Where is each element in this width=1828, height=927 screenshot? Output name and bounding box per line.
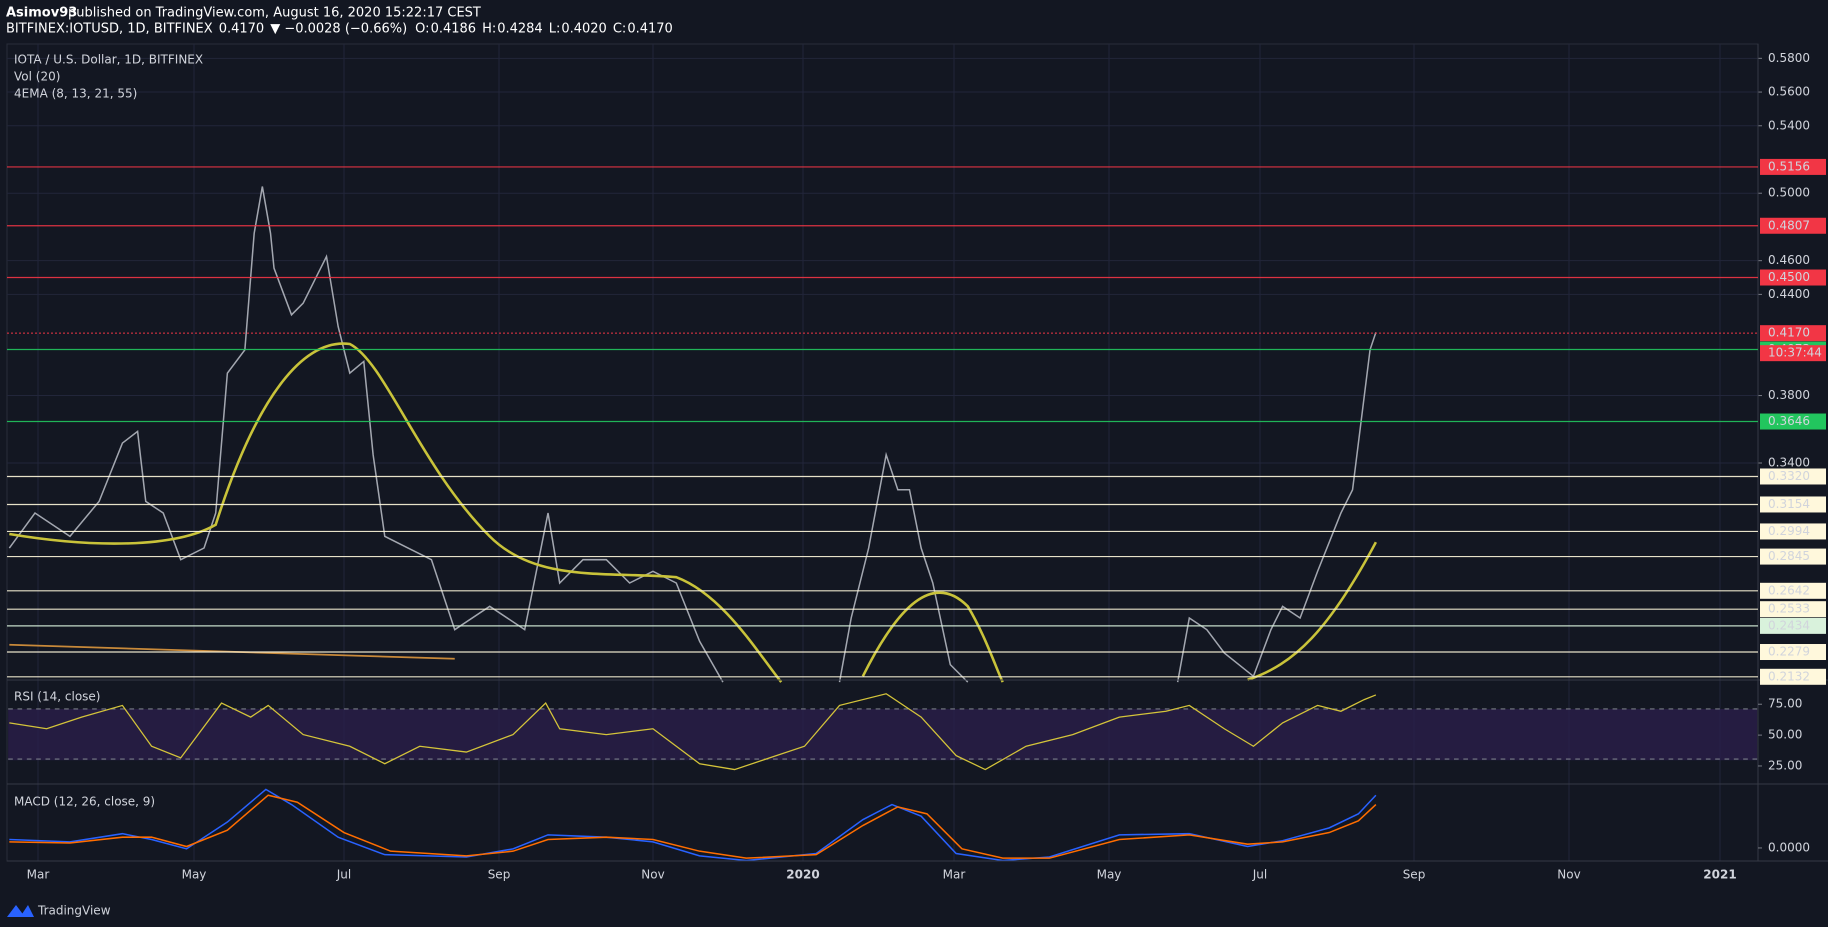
countdown-box <box>1760 345 1826 362</box>
time-label: 2020 <box>786 868 819 882</box>
level-label: 0.2132 <box>1768 669 1810 683</box>
rsi-tick-label: 50.00 <box>1768 728 1802 742</box>
rsi-line <box>9 693 1377 771</box>
macd-title: MACD (12, 26, close, 9) <box>14 795 155 809</box>
level-label: 0.2533 <box>1768 602 1810 616</box>
time-label: Sep <box>1403 868 1426 882</box>
quote-line: BITFINEX:IOTUSD, 1D, BITFINEX 0.4170 ▼ −0.… <box>6 22 673 37</box>
legend-item: IOTA / U.S. Dollar, 1D, BITFINEX <box>14 53 203 67</box>
time-label: Nov <box>1557 868 1580 882</box>
level-label: 0.3320 <box>1768 469 1810 483</box>
ema-55 <box>861 591 1004 683</box>
axes: IOTA / U.S. Dollar, 1D, BITFINEX Vol (20)… <box>7 44 1828 882</box>
level-label-box <box>1760 269 1826 286</box>
level-label-box <box>1760 158 1826 175</box>
level-label-box <box>1760 548 1826 565</box>
level-label-box <box>1760 644 1826 661</box>
macd-tick-label: 0.0000 <box>1768 840 1810 854</box>
rsi-tick-label: 75.00 <box>1768 697 1802 711</box>
time-label: Jul <box>1252 868 1267 882</box>
price-tick-label: 0.5800 <box>1768 51 1810 65</box>
level-label-box <box>1760 582 1826 599</box>
time-label: 2021 <box>1703 868 1736 882</box>
level-label: 0.4807 <box>1768 218 1810 232</box>
rsi-title: RSI (14, close) <box>14 690 100 704</box>
symbol: BITFINEX:IOTUSD, 1D, BITFINEX <box>6 22 213 37</box>
price-tick-label: 0.5000 <box>1768 186 1810 200</box>
time-label: Mar <box>27 868 50 882</box>
level-label-box <box>1760 668 1826 685</box>
ohlc-label: H: <box>482 22 496 37</box>
logo <box>7 905 34 917</box>
countdown: 10:37:44 <box>1768 346 1822 360</box>
legend-item: Vol (20) <box>14 70 60 84</box>
ohlc-value: 0.4284 <box>497 22 543 37</box>
price-tick-label: 0.4400 <box>1768 287 1810 301</box>
time-label: Mar <box>943 868 966 882</box>
level-label: 0.2279 <box>1768 645 1810 659</box>
level-label-box <box>1760 217 1826 234</box>
level-label: 0.5156 <box>1768 159 1810 173</box>
level-label: 0.4500 <box>1768 270 1810 284</box>
rsi-tick-label: 25.00 <box>1768 758 1802 772</box>
level-label-box <box>1760 523 1826 540</box>
current-price-label: 0.4170 <box>1768 326 1810 340</box>
level-label-box <box>1760 617 1826 634</box>
time-label: May <box>1097 868 1122 882</box>
change: ▼ −0.0028 (−0.66%) <box>270 22 407 37</box>
price-line <box>1176 332 1377 683</box>
level-label-box <box>1760 468 1826 485</box>
time-label: May <box>182 868 207 882</box>
price-tick-label: 0.5600 <box>1768 85 1810 99</box>
legend-item: 4EMA (8, 13, 21, 55) <box>14 87 137 101</box>
last-price: 0.4170 <box>219 22 265 37</box>
price-line <box>838 451 969 683</box>
signal-line <box>9 794 1377 859</box>
level-label: 0.2434 <box>1768 618 1810 632</box>
macd-line <box>9 788 1377 862</box>
level-label: 0.2642 <box>1768 583 1810 597</box>
price-tick-label: 0.4600 <box>1768 253 1810 267</box>
published: published on TradingView.com, August 16,… <box>68 6 481 21</box>
level-label-box <box>1760 413 1826 430</box>
level-label: 0.2845 <box>1768 549 1810 563</box>
ema-55 <box>1247 541 1378 681</box>
time-label: Nov <box>641 868 664 882</box>
level-label: 0.3154 <box>1768 497 1810 511</box>
ohlc-label: C: <box>613 22 626 37</box>
level-label-box <box>1760 601 1826 618</box>
level-label-box <box>1760 496 1826 513</box>
price-tick-label: 0.5400 <box>1768 118 1810 132</box>
rsi-band <box>8 708 1758 761</box>
time-label: Jul <box>336 868 351 882</box>
ohlc-value: 0.4020 <box>561 22 607 37</box>
time-label: Sep <box>488 868 511 882</box>
footer-brand: TradingView <box>37 904 111 918</box>
level-label: 0.2994 <box>1768 524 1810 538</box>
ohlc-value: 0.4186 <box>431 22 477 37</box>
ohlc-label: L: <box>549 22 561 37</box>
price-tick-label: 0.3400 <box>1768 455 1810 469</box>
author: Asimov93 <box>6 6 77 21</box>
level-label: 0.3646 <box>1768 414 1810 428</box>
ohlc-value: 0.4170 <box>627 22 673 37</box>
current-price-label-box <box>1760 325 1826 342</box>
ohlc-label: O: <box>415 22 429 37</box>
price-tick-label: 0.3800 <box>1768 388 1810 402</box>
